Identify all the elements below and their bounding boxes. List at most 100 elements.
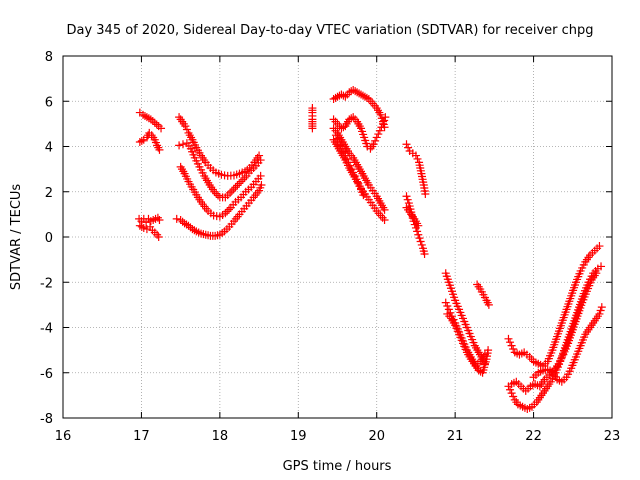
data-point-4-39 bbox=[255, 151, 264, 160]
series-arc-a-mid bbox=[135, 128, 164, 154]
data-point-18-34 bbox=[484, 346, 493, 355]
data-point-13-0 bbox=[331, 131, 340, 140]
data-point-19-25 bbox=[480, 350, 489, 359]
plot-frame bbox=[62, 55, 613, 419]
data-point-13-8 bbox=[344, 158, 353, 167]
data-point-13-13 bbox=[352, 175, 361, 184]
data-point-5-21 bbox=[212, 189, 221, 198]
data-point-7-39 bbox=[257, 180, 266, 189]
data-point-18-2 bbox=[444, 305, 453, 314]
data-point-10-29 bbox=[375, 126, 384, 135]
data-point-13-1 bbox=[333, 134, 342, 143]
data-point-22-3 bbox=[509, 392, 518, 401]
data-point-21-61 bbox=[595, 242, 604, 251]
data-point-6-24 bbox=[221, 209, 230, 218]
data-point-9-17 bbox=[362, 93, 371, 102]
data-point-15-0 bbox=[402, 192, 411, 201]
data-point-5-35 bbox=[240, 173, 249, 182]
data-point-24-39 bbox=[595, 309, 604, 318]
y-tick-label-7: -6 bbox=[40, 367, 53, 382]
data-point-14-17 bbox=[421, 190, 430, 199]
data-point-4-4 bbox=[181, 122, 190, 131]
data-point-0-8 bbox=[152, 120, 161, 129]
series-arc-f3 bbox=[507, 269, 601, 395]
data-point-18-1 bbox=[443, 302, 452, 311]
data-point-10-10 bbox=[347, 114, 356, 123]
series-arc-c5 bbox=[331, 131, 368, 200]
data-point-13-10 bbox=[347, 165, 356, 174]
data-point-10-30 bbox=[377, 123, 386, 132]
data-point-15-15 bbox=[417, 240, 426, 249]
grid-layer bbox=[63, 56, 612, 418]
data-point-5-42 bbox=[256, 156, 265, 165]
data-point-6-25 bbox=[223, 207, 232, 216]
data-point-14-4 bbox=[411, 151, 420, 160]
data-point-10-33 bbox=[381, 113, 390, 122]
data-point-10-27 bbox=[372, 133, 381, 142]
data-point-0-10 bbox=[157, 124, 166, 133]
data-point-5-32 bbox=[235, 179, 244, 188]
data-point-13-4 bbox=[338, 144, 347, 153]
data-point-12-33 bbox=[380, 216, 389, 225]
data-point-22-65 bbox=[597, 262, 606, 271]
data-point-5-22 bbox=[214, 191, 223, 200]
series-arc-a-upper bbox=[135, 108, 166, 133]
data-point-7-1 bbox=[176, 216, 185, 225]
data-point-9-25 bbox=[376, 110, 385, 119]
data-point-13-12 bbox=[350, 171, 359, 180]
data-point-1-1 bbox=[137, 136, 146, 145]
data-point-13-11 bbox=[349, 168, 358, 177]
y-axis-label: SDTVAR / TECUs bbox=[9, 184, 24, 291]
y-tick-label-5: -2 bbox=[40, 276, 53, 291]
data-point-10-28 bbox=[374, 130, 383, 139]
y-tick-label-2: 4 bbox=[45, 141, 53, 156]
series-arc-f1 bbox=[504, 242, 604, 370]
data-point-3-1 bbox=[137, 222, 146, 231]
x-tick-label-6: 22 bbox=[525, 429, 542, 444]
series-arc-f4 bbox=[529, 303, 606, 386]
y-tick-label-3: 2 bbox=[45, 186, 53, 201]
data-point-6-39 bbox=[256, 171, 265, 180]
data-point-22-1 bbox=[506, 385, 515, 394]
y-tick-label-1: 6 bbox=[45, 95, 53, 110]
series-arc-e3 bbox=[443, 309, 489, 370]
data-point-5-30 bbox=[231, 183, 240, 192]
data-point-6-26 bbox=[225, 205, 234, 214]
data-point-13-15 bbox=[355, 182, 364, 191]
data-point-10-32 bbox=[380, 116, 389, 125]
data-point-21-3 bbox=[509, 344, 518, 353]
data-point-5-0 bbox=[175, 141, 184, 150]
data-point-5-28 bbox=[227, 186, 236, 195]
data-point-13-18 bbox=[359, 191, 368, 200]
data-point-15-11 bbox=[413, 227, 422, 236]
data-point-16-8 bbox=[414, 221, 423, 230]
data-point-14-0 bbox=[402, 140, 411, 149]
data-point-4-5 bbox=[182, 125, 191, 134]
data-point-8-8 bbox=[308, 124, 317, 133]
series-arc-d1 bbox=[402, 140, 430, 199]
data-point-5-31 bbox=[233, 181, 242, 190]
data-point-5-20 bbox=[210, 187, 219, 196]
series-arc-d3 bbox=[402, 203, 423, 230]
x-tick-label-1: 17 bbox=[133, 429, 150, 444]
data-point-14-1 bbox=[404, 143, 413, 152]
data-point-5-29 bbox=[229, 185, 238, 194]
series-arc-e2 bbox=[441, 298, 493, 377]
data-point-15-1 bbox=[403, 195, 412, 204]
data-point-13-3 bbox=[336, 141, 345, 150]
y-tick-label-6: -4 bbox=[40, 322, 53, 337]
x-tick-label-7: 23 bbox=[604, 429, 621, 444]
x-axis-label: GPS time / hours bbox=[283, 459, 392, 474]
data-point-20-8 bbox=[484, 300, 493, 309]
chart-title: Day 345 of 2020, Sidereal Day-to-day VTE… bbox=[66, 23, 593, 38]
data-point-13-6 bbox=[341, 151, 350, 160]
x-tick-label-2: 18 bbox=[212, 429, 229, 444]
y-tick-label-8: -8 bbox=[40, 412, 53, 427]
data-point-5-27 bbox=[226, 188, 235, 197]
series-arc-c2 bbox=[329, 113, 390, 153]
data-point-7-8 bbox=[190, 226, 199, 235]
series-arc-b2 bbox=[175, 139, 265, 202]
data-point-5-33 bbox=[237, 177, 246, 186]
x-tick-label-3: 19 bbox=[290, 429, 307, 444]
